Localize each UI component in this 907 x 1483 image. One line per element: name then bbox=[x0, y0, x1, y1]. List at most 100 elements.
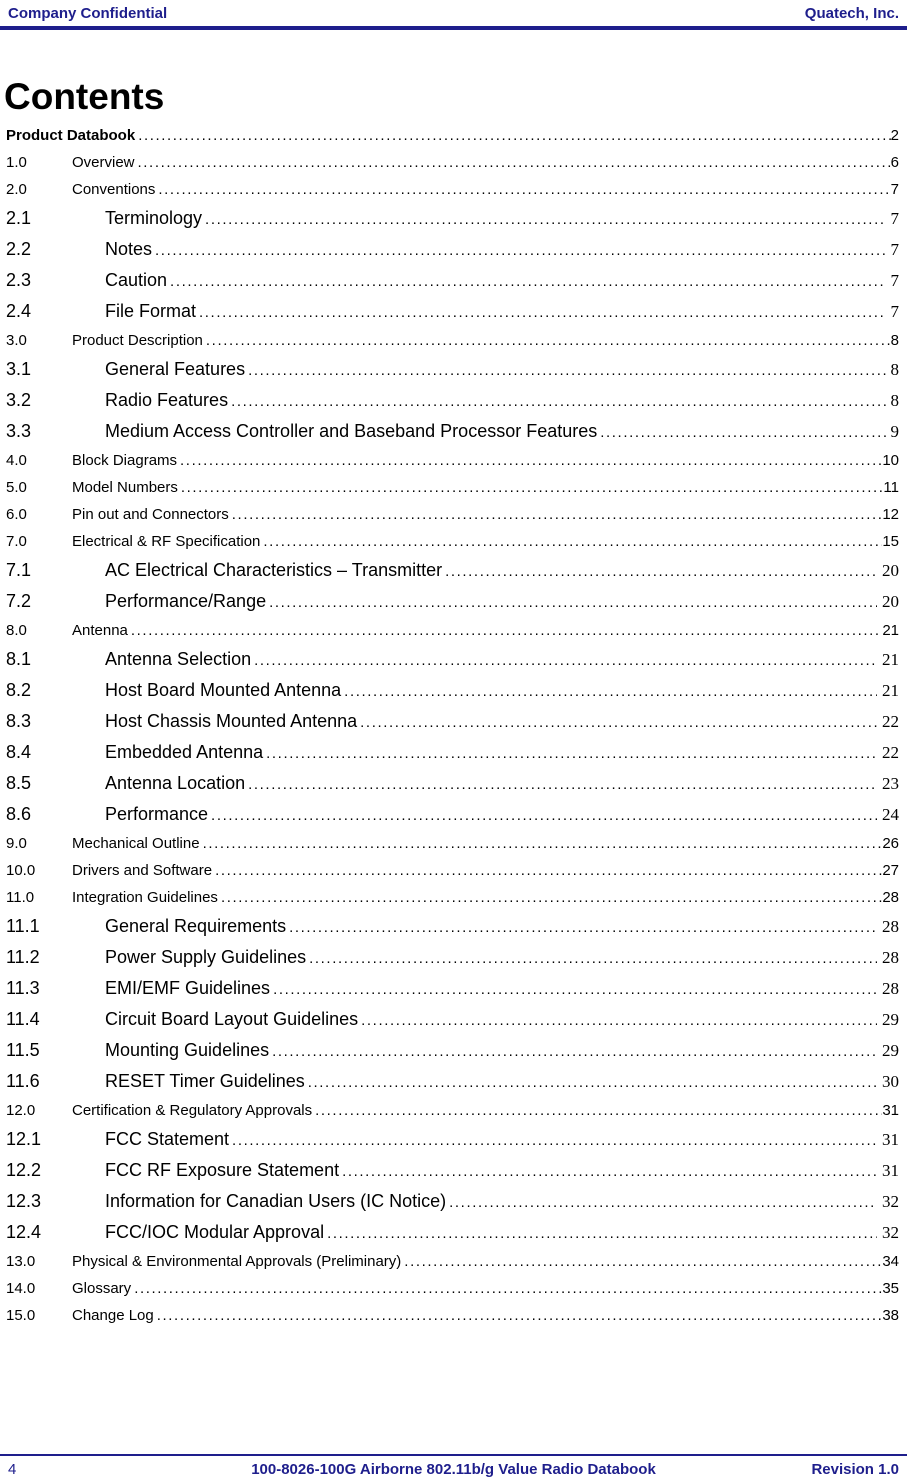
toc-entry[interactable]: 11.3 EMI/EMF Guidelines..................… bbox=[6, 978, 899, 1000]
toc-entry-number: 8.6 bbox=[6, 804, 32, 825]
toc-entry[interactable]: 11.6 RESET Timer Guidelines..............… bbox=[6, 1071, 899, 1093]
toc-entry-number: 7.2 bbox=[6, 591, 32, 612]
toc-entry[interactable]: 2.4 File Format..........................… bbox=[6, 301, 899, 323]
toc-entry[interactable]: 6.0 Pin out and Connectors...............… bbox=[6, 506, 899, 524]
toc-entry[interactable]: 2.0 Conventions..........................… bbox=[6, 181, 899, 199]
dot-leader: ........................................… bbox=[215, 862, 882, 880]
page-title: Contents bbox=[4, 76, 165, 117]
toc-entry-page: 29 bbox=[882, 1041, 899, 1061]
toc-entry-label: Physical & Environmental Approvals (Prel… bbox=[72, 1253, 402, 1271]
toc-entry-page: 28 bbox=[882, 979, 899, 999]
toc-entry-number: 3.1 bbox=[6, 359, 32, 380]
toc-entry-number: 2.3 bbox=[6, 270, 32, 291]
toc-entry[interactable]: 11.1 General Requirements................… bbox=[6, 916, 899, 938]
toc-entry[interactable]: 7.2 Performance/Range....................… bbox=[6, 591, 899, 613]
dot-leader: ........................................… bbox=[269, 594, 877, 612]
toc-entry[interactable]: 3.3 Medium Access Controller and Baseband… bbox=[6, 421, 899, 443]
toc-entry[interactable]: 8.3 Host Chassis Mounted Antenna.........… bbox=[6, 711, 899, 733]
toc-entry[interactable]: 4.0 Block Diagrams.......................… bbox=[6, 452, 899, 470]
toc-entry[interactable]: 8.0 Antenna..............................… bbox=[6, 622, 899, 640]
toc-entry-number: 12.0 bbox=[6, 1102, 36, 1120]
dot-leader: ........................................… bbox=[134, 1280, 882, 1298]
dot-leader: ........................................… bbox=[231, 506, 883, 524]
toc-entry-label: Performance/Range bbox=[105, 591, 267, 612]
toc-entry[interactable]: 2.2 Notes................................… bbox=[6, 239, 899, 261]
toc-entry-page: 26 bbox=[882, 835, 899, 853]
toc-entry-label: General Requirements bbox=[105, 916, 287, 937]
toc-entry[interactable]: 14.0 Glossary............................… bbox=[6, 1280, 899, 1298]
footer-revision: Revision 1.0 bbox=[811, 1461, 899, 1478]
toc-entry-number: 8.1 bbox=[6, 649, 32, 670]
toc-entry[interactable]: 1.0 Overview.............................… bbox=[6, 154, 899, 172]
dot-leader: ........................................… bbox=[130, 622, 882, 640]
toc-entry-page: 2 bbox=[890, 127, 899, 145]
toc-entry-page: 35 bbox=[882, 1280, 899, 1298]
toc-entry-number: 12.1 bbox=[6, 1129, 42, 1150]
toc-entry-number: 4.0 bbox=[6, 452, 27, 470]
toc-entry-page: 7 bbox=[890, 271, 900, 291]
dot-leader: ........................................… bbox=[342, 1163, 877, 1181]
toc-entry[interactable]: 8.2 Host Board Mounted Antenna...........… bbox=[6, 680, 899, 702]
dot-leader: ........................................… bbox=[180, 452, 882, 470]
toc-entry-label: RESET Timer Guidelines bbox=[105, 1071, 305, 1092]
toc-entry-page: 7 bbox=[890, 302, 900, 322]
toc-entry-number: 11.6 bbox=[6, 1071, 40, 1092]
toc-entry[interactable]: 2.3 Caution..............................… bbox=[6, 270, 899, 292]
toc-entry[interactable]: 10.0 Drivers and Software................… bbox=[6, 862, 899, 880]
toc-entry-number: 15.0 bbox=[6, 1307, 36, 1325]
dot-leader: ........................................… bbox=[155, 242, 885, 260]
toc-entry-page: 31 bbox=[882, 1161, 899, 1181]
toc-entry[interactable]: 7.1 AC Electrical Characteristics – Trans… bbox=[6, 560, 899, 582]
dot-leader: ........................................… bbox=[220, 889, 882, 907]
dot-leader: ........................................… bbox=[199, 304, 886, 322]
toc-entry-label: Antenna Location bbox=[105, 773, 246, 794]
toc-entry-page: 20 bbox=[882, 561, 899, 581]
header-rule bbox=[0, 26, 907, 30]
toc-entry-page: 31 bbox=[882, 1130, 899, 1150]
toc-entry[interactable]: 7.0 Electrical & RF Specification........… bbox=[6, 533, 899, 551]
toc-entry[interactable]: 15.0 Change Log..........................… bbox=[6, 1307, 899, 1325]
toc-entry-label: Power Supply Guidelines bbox=[105, 947, 307, 968]
page-header: Company Confidential Quatech, Inc. bbox=[0, 0, 907, 22]
dot-leader: ........................................… bbox=[315, 1102, 883, 1120]
toc-entry[interactable]: 11.2 Power Supply Guidelines.............… bbox=[6, 947, 899, 969]
toc-entry[interactable]: 11.4 Circuit Board Layout Guidelines.....… bbox=[6, 1009, 899, 1031]
toc-entry[interactable]: 8.5 Antenna Location.....................… bbox=[6, 773, 899, 795]
toc-entry-label: Embedded Antenna bbox=[105, 742, 264, 763]
toc-entry[interactable]: 3.0 Product Description..................… bbox=[6, 332, 899, 350]
dot-leader: ........................................… bbox=[248, 776, 877, 794]
toc-entry-page: 20 bbox=[882, 592, 899, 612]
toc-entry[interactable]: 13.0 Physical & Environmental Approvals (… bbox=[6, 1253, 899, 1271]
dot-leader: ........................................… bbox=[307, 1074, 877, 1092]
toc-entry[interactable]: 11.5 Mounting Guidelines.................… bbox=[6, 1040, 899, 1062]
toc-entry-page: 9 bbox=[890, 422, 900, 442]
dot-leader: ........................................… bbox=[600, 424, 886, 442]
toc-entry[interactable]: 12.3 Information for Canadian Users (IC N… bbox=[6, 1191, 899, 1213]
dot-leader: ........................................… bbox=[445, 563, 877, 581]
toc-entry-number: 2.1 bbox=[6, 208, 32, 229]
toc-entry-label: AC Electrical Characteristics – Transmit… bbox=[105, 560, 443, 581]
toc-entry[interactable]: 12.1 FCC Statement.......................… bbox=[6, 1129, 899, 1151]
toc-entry[interactable]: 12.4 FCC/IOC Modular Approval............… bbox=[6, 1222, 899, 1244]
toc-entry[interactable]: 3.1 General Features.....................… bbox=[6, 359, 899, 381]
toc-entry-number: 11.4 bbox=[6, 1009, 40, 1030]
toc-entry[interactable]: 12.2 FCC RF Exposure Statement...........… bbox=[6, 1160, 899, 1182]
toc-entry[interactable]: 5.0 Model Numbers........................… bbox=[6, 479, 899, 497]
toc-entry-number: 11.0 bbox=[6, 889, 35, 907]
toc-entry[interactable]: 2.1 Terminology..........................… bbox=[6, 208, 899, 230]
toc-entry[interactable]: 3.2 Radio Features.......................… bbox=[6, 390, 899, 412]
toc-entry-label: Antenna bbox=[72, 622, 128, 640]
dot-leader: ........................................… bbox=[273, 981, 877, 999]
footer-rule bbox=[0, 1454, 907, 1456]
toc-entry[interactable]: 12.0 Certification & Regulatory Approvals… bbox=[6, 1102, 899, 1120]
toc-entry[interactable]: 8.1 Antenna Selection....................… bbox=[6, 649, 899, 671]
toc-entry[interactable]: Product Databook........................… bbox=[6, 127, 899, 145]
header-confidential-label: Company Confidential bbox=[8, 5, 168, 22]
footer-document-title: 100-8026-100G Airborne 802.11b/g Value R… bbox=[251, 1461, 656, 1478]
toc-entry[interactable]: 8.4 Embedded Antenna.....................… bbox=[6, 742, 899, 764]
toc-entry-number: 2.0 bbox=[6, 181, 27, 199]
toc-entry[interactable]: 9.0 Mechanical Outline...................… bbox=[6, 835, 899, 853]
toc-entry[interactable]: 11.0 Integration Guidelines..............… bbox=[6, 889, 899, 907]
toc-entry-label: Terminology bbox=[105, 208, 203, 229]
toc-entry[interactable]: 8.6 Performance..........................… bbox=[6, 804, 899, 826]
